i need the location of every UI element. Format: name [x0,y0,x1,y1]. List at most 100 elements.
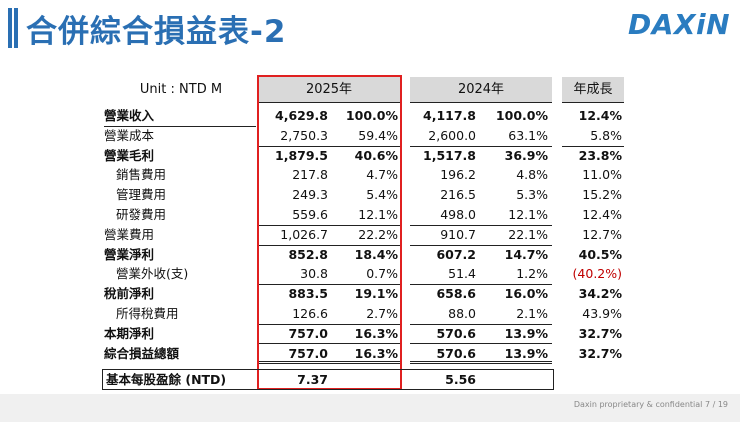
pct-2025: 40.6% [354,147,398,163]
pct-2025: 12.1% [358,207,398,222]
value-2024: 88.0 [448,306,476,321]
value-2025: 1,026.7 [280,226,328,242]
pct-2025: 4.7% [366,167,398,183]
table-row: 研發費用 559.6 12.1% 498.0 12.1% 12.4% [0,205,740,225]
value-2024: 2,600.0 [428,127,476,143]
eps-2025: 7.37 [297,372,328,387]
header-2024: 2024年 [410,77,552,102]
table-row: 營業費用 1,026.7 22.2% 910.7 22.1% 12.7% [0,225,740,245]
growth: 32.7% [578,325,622,341]
row-label: 營業毛利 [104,147,155,163]
pct-2024: 100.0% [495,108,548,123]
eps-label: 基本每股盈餘 (NTD) [106,372,227,387]
table-rule [258,324,402,325]
table-rule [410,324,552,325]
row-label: 營業收入 [104,108,155,123]
row-label: 銷售費用 [116,167,167,183]
pct-2024: 12.1% [508,207,548,222]
table-row: 本期淨利 757.0 16.3% 570.6 13.9% 32.7% [0,324,740,344]
page-title: 合併綜合損益表-2 [26,14,287,50]
table-rule [410,343,552,344]
pct-2025: 18.4% [354,246,398,262]
table-row: 營業收入 4,629.8 100.0% 4,117.8 100.0% 12.4% [0,106,740,126]
value-2024: 1,517.8 [423,147,476,163]
growth: 12.4% [582,207,622,222]
row-label: 營業成本 [104,127,155,143]
table-row: 管理費用 249.3 5.4% 216.5 5.3% 15.2% [0,185,740,205]
value-2024: 4,117.8 [423,108,476,123]
table-rule [258,245,402,246]
company-logo: DAXiN [628,8,731,41]
pct-2025: 59.4% [358,127,398,143]
value-2025: 249.3 [292,187,328,203]
value-2024: 196.2 [440,167,476,183]
value-2025: 852.8 [288,246,328,262]
row-label: 稅前淨利 [104,286,155,302]
pct-2025: 19.1% [354,286,398,302]
growth: 43.9% [582,306,622,321]
table-rule [258,146,402,147]
growth: 15.2% [582,187,622,203]
row-label: 綜合損益總額 [104,345,180,361]
table-rule [258,102,402,103]
row-label: 所得稅費用 [116,306,179,321]
eps-2024: 5.56 [445,372,476,387]
footer-text: Daxin proprietary & confidential 7 / 19 [573,400,728,409]
title-accent-bar [14,8,18,48]
value-2025: 30.8 [300,266,328,282]
header-growth: 年成長 [562,77,624,102]
value-2025: 4,629.8 [275,108,328,123]
table-row: 營業毛利 1,879.5 40.6% 1,517.8 36.9% 23.8% [0,146,740,166]
highlight-2025-box [257,75,402,390]
value-2025: 126.6 [292,306,328,321]
growth: 12.4% [578,108,622,123]
table-rule [562,102,624,103]
row-label: 管理費用 [116,187,167,203]
growth: 32.7% [578,345,622,361]
pct-2024: 13.9% [504,345,548,361]
pct-2024: 1.2% [516,266,548,282]
eps-row-box [102,369,554,390]
table-rule [258,343,402,344]
pct-2025: 100.0% [345,108,398,123]
value-2024: 658.6 [436,286,476,302]
value-2024: 570.6 [436,345,476,361]
growth: 34.2% [578,286,622,302]
pct-2024: 36.9% [504,147,548,163]
value-2025: 757.0 [288,345,328,361]
footer-band [0,394,740,422]
table-rule [410,146,552,147]
pct-2024: 22.1% [508,226,548,242]
value-2025: 757.0 [288,325,328,341]
pct-2025: 22.2% [358,226,398,242]
row-label: 營業外收(支) [116,266,189,282]
table-row: 銷售費用 217.8 4.7% 196.2 4.8% 11.0% [0,165,740,185]
growth: 11.0% [582,167,622,183]
pct-2025: 16.3% [354,325,398,341]
pct-2025: 0.7% [366,266,398,282]
unit-label: Unit : NTD M [139,82,223,97]
value-2024: 607.2 [436,246,476,262]
value-2024: 51.4 [448,266,476,282]
value-2024: 910.7 [440,226,476,242]
pct-2024: 14.7% [504,246,548,262]
table-row: 營業淨利 852.8 18.4% 607.2 14.7% 40.5% [0,245,740,265]
table-rule [410,284,552,285]
table-rule [258,225,402,226]
pct-2024: 2.1% [516,306,548,321]
table-rule [104,126,256,127]
value-2024: 498.0 [440,207,476,222]
value-2025: 883.5 [288,286,328,302]
row-label: 營業淨利 [104,246,155,262]
pct-2025: 2.7% [366,306,398,321]
row-label: 本期淨利 [104,325,155,341]
title-accent-bar [8,8,12,48]
value-2025: 1,879.5 [275,147,328,163]
growth: 40.5% [578,246,622,262]
value-2024: 216.5 [440,187,476,203]
pct-2024: 4.8% [516,167,548,183]
table-row: 營業外收(支) 30.8 0.7% 51.4 1.2% (40.2%) [0,264,740,284]
pct-2024: 16.0% [504,286,548,302]
growth: 12.7% [582,226,622,242]
table-row: 綜合損益總額 757.0 16.3% 570.6 13.9% 32.7% [0,344,740,364]
